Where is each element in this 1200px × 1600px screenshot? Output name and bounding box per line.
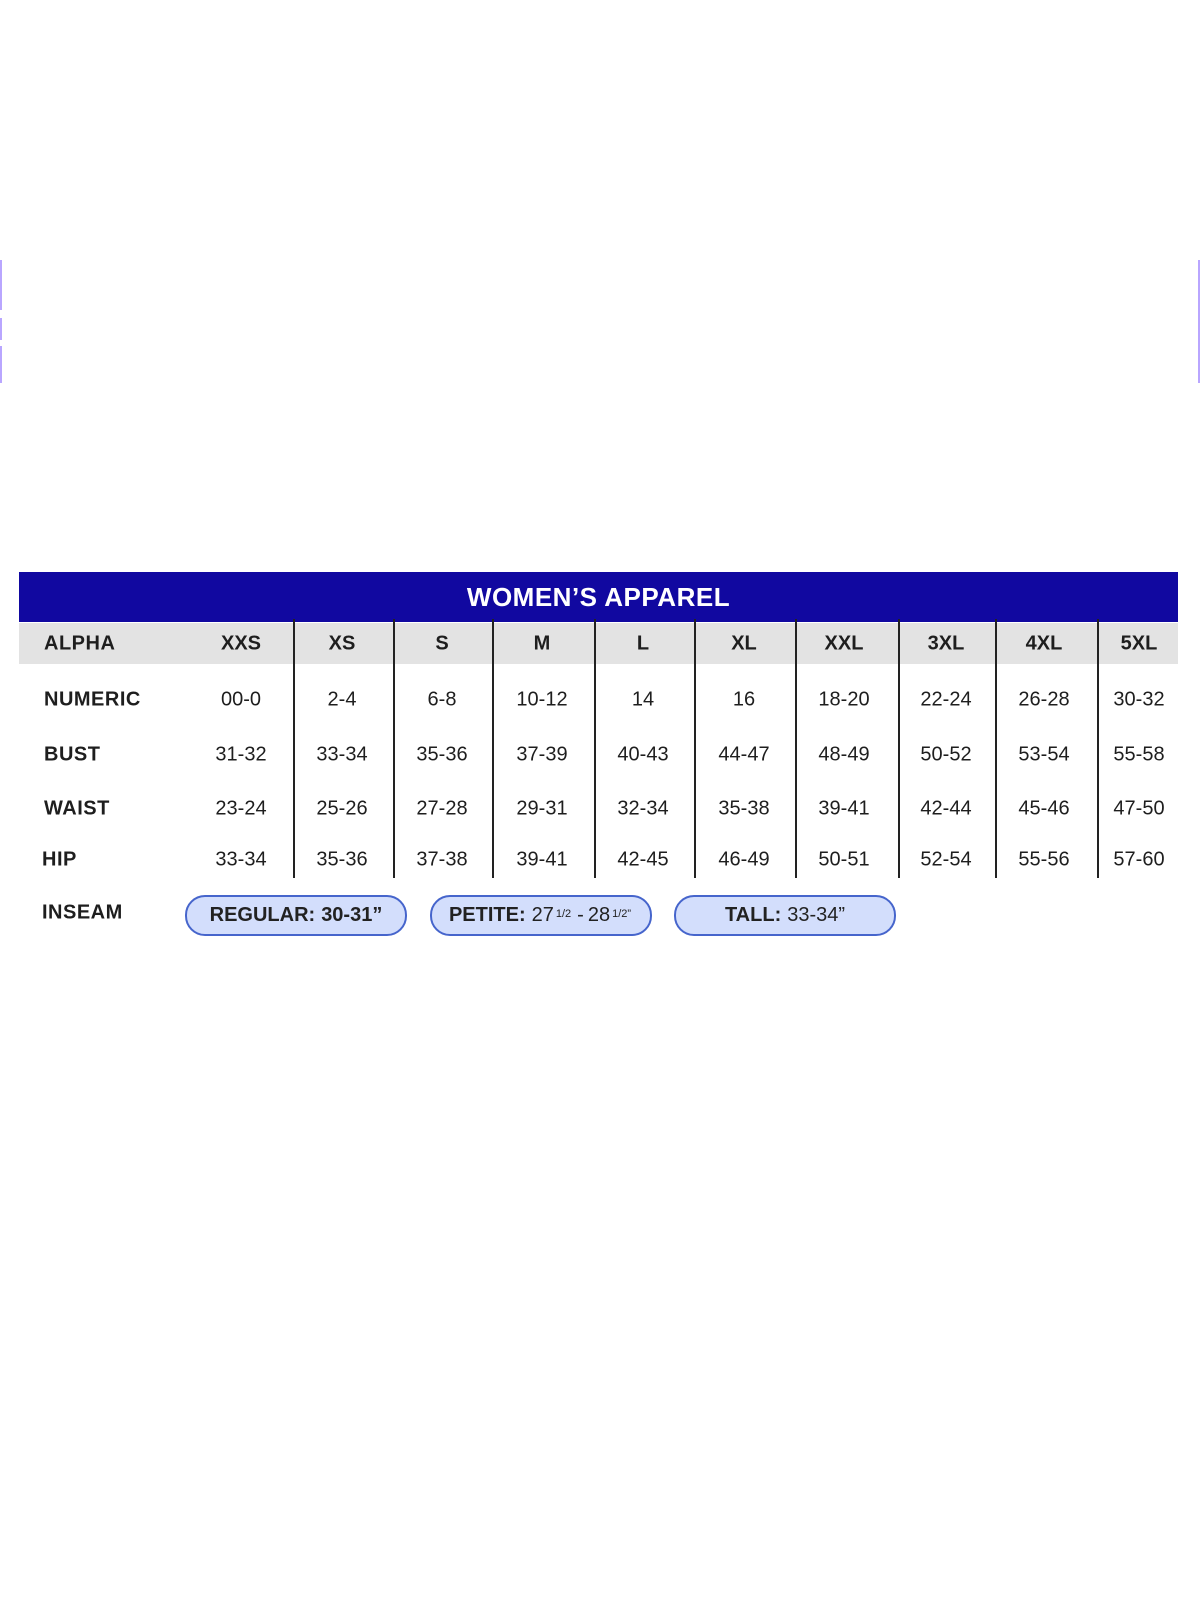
size-header: 5XL xyxy=(1120,632,1158,655)
table-cell: 42-44 xyxy=(920,797,972,820)
column-divider xyxy=(995,619,997,878)
row-label-numeric: NUMERIC xyxy=(44,688,141,711)
table-cell: 47-50 xyxy=(1113,797,1165,820)
size-header: XS xyxy=(328,632,356,655)
table-cell: 40-43 xyxy=(617,743,669,766)
alpha-row-band xyxy=(19,623,1178,664)
table-cell: 23-24 xyxy=(215,797,267,820)
table-cell: 29-31 xyxy=(516,797,568,820)
table-cell: 45-46 xyxy=(1018,797,1070,820)
row-label-hip: HIP xyxy=(42,848,77,871)
inseam-petite-pill: PETITE: 27 1/2 - 28 1/2” xyxy=(430,895,652,936)
table-cell: 39-41 xyxy=(818,797,870,820)
table-cell: 42-45 xyxy=(617,848,669,871)
table-cell: 10-12 xyxy=(516,688,568,711)
table-cell: 32-34 xyxy=(617,797,669,820)
table-cell: 50-52 xyxy=(920,743,972,766)
table-cell: 33-34 xyxy=(215,848,267,871)
regular-label: REGULAR: xyxy=(209,904,316,926)
size-header: L xyxy=(636,632,650,655)
table-cell: 26-28 xyxy=(1018,688,1070,711)
table-cell: 37-38 xyxy=(416,848,468,871)
table-cell: 35-38 xyxy=(718,797,770,820)
table-cell: 52-54 xyxy=(920,848,972,871)
right-edge-mark xyxy=(1198,260,1200,383)
table-cell: 50-51 xyxy=(818,848,870,871)
table-cell: 48-49 xyxy=(818,743,870,766)
tall-label: TALL: xyxy=(724,904,782,926)
table-cell: 35-36 xyxy=(316,848,368,871)
regular-value: 30-31” xyxy=(321,904,383,926)
table-cell: 2-4 xyxy=(327,688,357,711)
table-cell: 39-41 xyxy=(516,848,568,871)
column-divider xyxy=(1097,619,1099,878)
table-cell: 44-47 xyxy=(718,743,770,766)
table-cell: 14 xyxy=(631,688,655,711)
left-edge-mark xyxy=(0,346,2,383)
left-edge-mark xyxy=(0,318,2,340)
table-cell: 30-32 xyxy=(1113,688,1165,711)
table-cell: 22-24 xyxy=(920,688,972,711)
size-header: 4XL xyxy=(1025,632,1063,655)
petite-label: PETITE: xyxy=(448,904,526,926)
size-header: XXS xyxy=(220,632,262,655)
table-cell: 53-54 xyxy=(1018,743,1070,766)
table-cell: 46-49 xyxy=(718,848,770,871)
petite-separator: - xyxy=(577,904,584,926)
petite-value-b: 28 xyxy=(587,904,611,926)
column-divider xyxy=(795,619,797,878)
column-divider xyxy=(898,619,900,878)
column-divider xyxy=(492,619,494,878)
table-cell: 18-20 xyxy=(818,688,870,711)
table-cell: 55-56 xyxy=(1018,848,1070,871)
size-header: 3XL xyxy=(927,632,965,655)
table-cell: 25-26 xyxy=(316,797,368,820)
inseam-regular-pill: REGULAR: 30-31” xyxy=(185,895,407,936)
table-cell: 57-60 xyxy=(1113,848,1165,871)
table-cell: 6-8 xyxy=(427,688,457,711)
size-header: XL xyxy=(731,632,757,655)
petite-value-a: 27 xyxy=(531,904,554,926)
table-cell: 35-36 xyxy=(416,743,468,766)
column-divider xyxy=(694,619,696,878)
table-cell: 37-39 xyxy=(516,743,568,766)
row-label-waist: WAIST xyxy=(44,797,110,820)
column-divider xyxy=(293,619,295,878)
row-label-alpha: ALPHA xyxy=(44,632,116,655)
table-cell: 27-28 xyxy=(416,797,468,820)
table-cell: 33-34 xyxy=(316,743,368,766)
column-divider xyxy=(594,619,596,878)
table-cell: 31-32 xyxy=(215,743,267,766)
tall-value: 33-34” xyxy=(787,904,846,926)
size-chart-title: WOMEN’S APPAREL xyxy=(19,572,1178,622)
left-edge-mark xyxy=(0,260,2,310)
size-header: XXL xyxy=(824,632,864,655)
table-cell: 00-0 xyxy=(220,688,262,711)
table-cell: 55-58 xyxy=(1113,743,1165,766)
petite-fraction-b: 1/2” xyxy=(612,907,632,920)
table-cell: 16 xyxy=(732,688,756,711)
column-divider xyxy=(393,619,395,878)
size-header: M xyxy=(533,632,551,655)
inseam-tall-pill: TALL: 33-34” xyxy=(674,895,896,936)
inseam-label: INSEAM xyxy=(42,901,123,924)
petite-fraction-a: 1/2 xyxy=(555,907,572,920)
row-label-bust: BUST xyxy=(44,743,101,766)
size-header: S xyxy=(435,632,449,655)
